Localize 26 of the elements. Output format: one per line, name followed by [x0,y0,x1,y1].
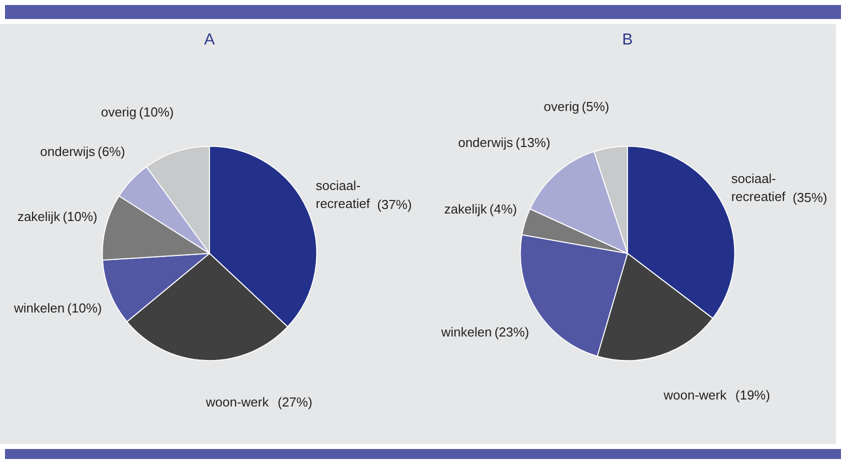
data-label: (6%) [98,144,126,159]
data-label: (4%) [490,202,517,217]
slice-label: sociaal-recreatief [731,170,786,204]
data-label: (5%) [582,98,610,114]
data-label: (23%) [494,324,530,340]
data-label: (10%) [62,208,98,224]
data-label: (37%) [377,196,412,212]
slice-label: overig [101,104,136,120]
slice-label: woon-werk [662,387,727,402]
slice-label: overig [544,98,580,114]
slice-label: zakelijk [444,202,488,217]
chart-title: A [204,32,216,48]
data-label: (10%) [139,104,174,120]
slice-label: winkelen [12,300,65,316]
data-label: (27%) [278,394,312,410]
slice-label: onderwijs [458,134,514,150]
slice-label: winkelen [440,324,492,340]
data-label: (13%) [516,134,550,150]
slice-label: sociaal-recreatief [316,178,370,211]
data-label: (19%) [735,387,770,402]
data-label: (10%) [67,300,102,316]
data-label: (35%) [792,190,828,205]
slice-label: woon-werk [204,394,270,410]
chart-title: B [622,32,633,48]
slice-label: zakelijk [17,208,61,224]
slice-label: onderwijs [40,144,96,159]
